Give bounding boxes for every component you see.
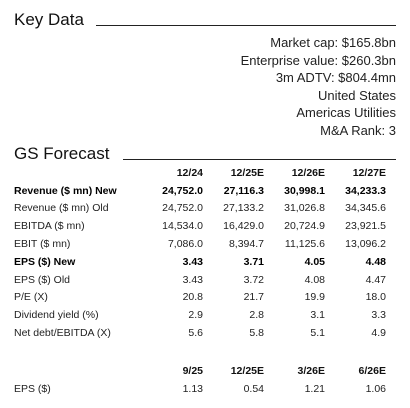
- row-label: Revenue ($ mn) New: [14, 184, 117, 197]
- table-row: EPS ($) New 3.43 3.71 4.05 4.48: [14, 253, 386, 271]
- table-row: EPS ($) 1.13 0.54 1.21 1.06: [14, 380, 386, 398]
- cell: 2.8: [249, 309, 264, 322]
- annual-forecast-table: 12/24 12/25E 12/26E 12/27E Revenue ($ mn…: [14, 164, 386, 342]
- cell: 13,096.2: [345, 238, 386, 251]
- cell: 4.05: [304, 255, 325, 268]
- row-label: Revenue ($ mn) Old: [14, 202, 109, 215]
- row-label: EPS ($) New: [14, 255, 76, 268]
- cell: 34,345.6: [345, 202, 386, 215]
- period-header: 12/27E: [352, 166, 386, 179]
- key-data-list: Market cap: $165.8bn Enterprise value: $…: [241, 34, 396, 140]
- cell: 3.71: [243, 255, 264, 268]
- cell: 34,233.3: [345, 184, 386, 197]
- adtv-3m: 3m ADTV: $804.4mn: [275, 70, 396, 86]
- cell: 3.3: [371, 309, 386, 322]
- cell: 1.06: [365, 382, 386, 395]
- quarter-header: 6/26E: [358, 364, 386, 377]
- cell: 4.47: [365, 273, 386, 286]
- cell: 21.7: [243, 291, 264, 304]
- sector: Americas Utilities: [296, 105, 396, 121]
- cell: 11,125.6: [284, 238, 325, 251]
- cell: 20,724.9: [284, 220, 325, 233]
- cell: 3.72: [243, 273, 264, 286]
- table-row: Dividend yield (%) 2.9 2.8 3.1 3.3: [14, 306, 386, 324]
- quarterly-forecast-table: 9/25 12/25E 3/26E 6/26E EPS ($) 1.13 0.5…: [14, 362, 386, 398]
- table-row: Net debt/EBITDA (X) 5.6 5.8 5.1 4.9: [14, 324, 386, 342]
- cell: 5.1: [310, 327, 325, 340]
- cell: 14,534.0: [162, 220, 203, 233]
- table-row: Revenue ($ mn) Old 24,752.0 27,133.2 31,…: [14, 200, 386, 218]
- cell: 27,116.3: [223, 184, 264, 197]
- cell: 31,026.8: [284, 202, 325, 215]
- gs-forecast-title: GS Forecast: [14, 144, 110, 163]
- key-data-title: Key Data: [14, 10, 84, 29]
- row-label: EPS ($): [14, 382, 51, 395]
- market-cap: Market cap: $165.8bn: [270, 35, 396, 50]
- cell: 27,133.2: [223, 202, 264, 215]
- cell: 3.43: [182, 273, 203, 286]
- cell: 24,752.0: [162, 202, 203, 215]
- key-data-rule: [96, 25, 396, 26]
- quarter-header: 12/25E: [230, 364, 264, 377]
- cell: 30,998.1: [284, 184, 325, 197]
- period-header: 12/24: [176, 166, 203, 179]
- cell: 4.48: [365, 255, 386, 268]
- quarter-header: 3/26E: [297, 364, 325, 377]
- table-row: Revenue ($ mn) New 24,752.0 27,116.3 30,…: [14, 182, 386, 200]
- row-label: P/E (X): [14, 291, 48, 304]
- cell: 24,752.0: [162, 184, 203, 197]
- cell: 16,429.0: [223, 220, 264, 233]
- table-row: EBIT ($ mn) 7,086.0 8,394.7 11,125.6 13,…: [14, 235, 386, 253]
- table-row: EBITDA ($ mn) 14,534.0 16,429.0 20,724.9…: [14, 217, 386, 235]
- table-row: P/E (X) 20.8 21.7 19.9 18.0: [14, 289, 386, 307]
- row-label: EPS ($) Old: [14, 273, 71, 286]
- cell: 2.9: [188, 309, 203, 322]
- cell: 1.13: [182, 382, 203, 395]
- row-label: Dividend yield (%): [14, 309, 99, 322]
- cell: 1.21: [304, 382, 325, 395]
- cell: 4.08: [304, 273, 325, 286]
- cell: 5.6: [188, 327, 203, 340]
- cell: 0.54: [243, 382, 264, 395]
- cell: 20.8: [182, 291, 203, 304]
- table-row: EPS ($) Old 3.43 3.72 4.08 4.47: [14, 271, 386, 289]
- row-label: EBIT ($ mn): [14, 238, 71, 251]
- cell: 4.9: [371, 327, 386, 340]
- row-label: EBITDA ($ mn): [14, 220, 85, 233]
- country: United States: [317, 87, 396, 103]
- quarter-header: 9/25: [182, 364, 203, 377]
- cell: 8,394.7: [228, 238, 264, 251]
- annual-header-row: 12/24 12/25E 12/26E 12/27E: [14, 164, 386, 182]
- cell: 5.8: [249, 327, 264, 340]
- ma-rank: M&A Rank: 3: [320, 122, 396, 138]
- cell: 18.0: [365, 291, 386, 304]
- cell: 3.1: [310, 309, 325, 322]
- period-header: 12/26E: [291, 166, 325, 179]
- cell: 23,921.5: [345, 220, 386, 233]
- gs-forecast-rule: [123, 159, 396, 160]
- cell: 3.43: [182, 255, 203, 268]
- row-label: Net debt/EBITDA (X): [14, 327, 111, 340]
- cell: 19.9: [304, 291, 325, 304]
- quarterly-header-row: 9/25 12/25E 3/26E 6/26E: [14, 362, 386, 380]
- period-header: 12/25E: [230, 166, 264, 179]
- cell: 7,086.0: [167, 238, 203, 251]
- enterprise-value: Enterprise value: $260.3bn: [240, 52, 396, 68]
